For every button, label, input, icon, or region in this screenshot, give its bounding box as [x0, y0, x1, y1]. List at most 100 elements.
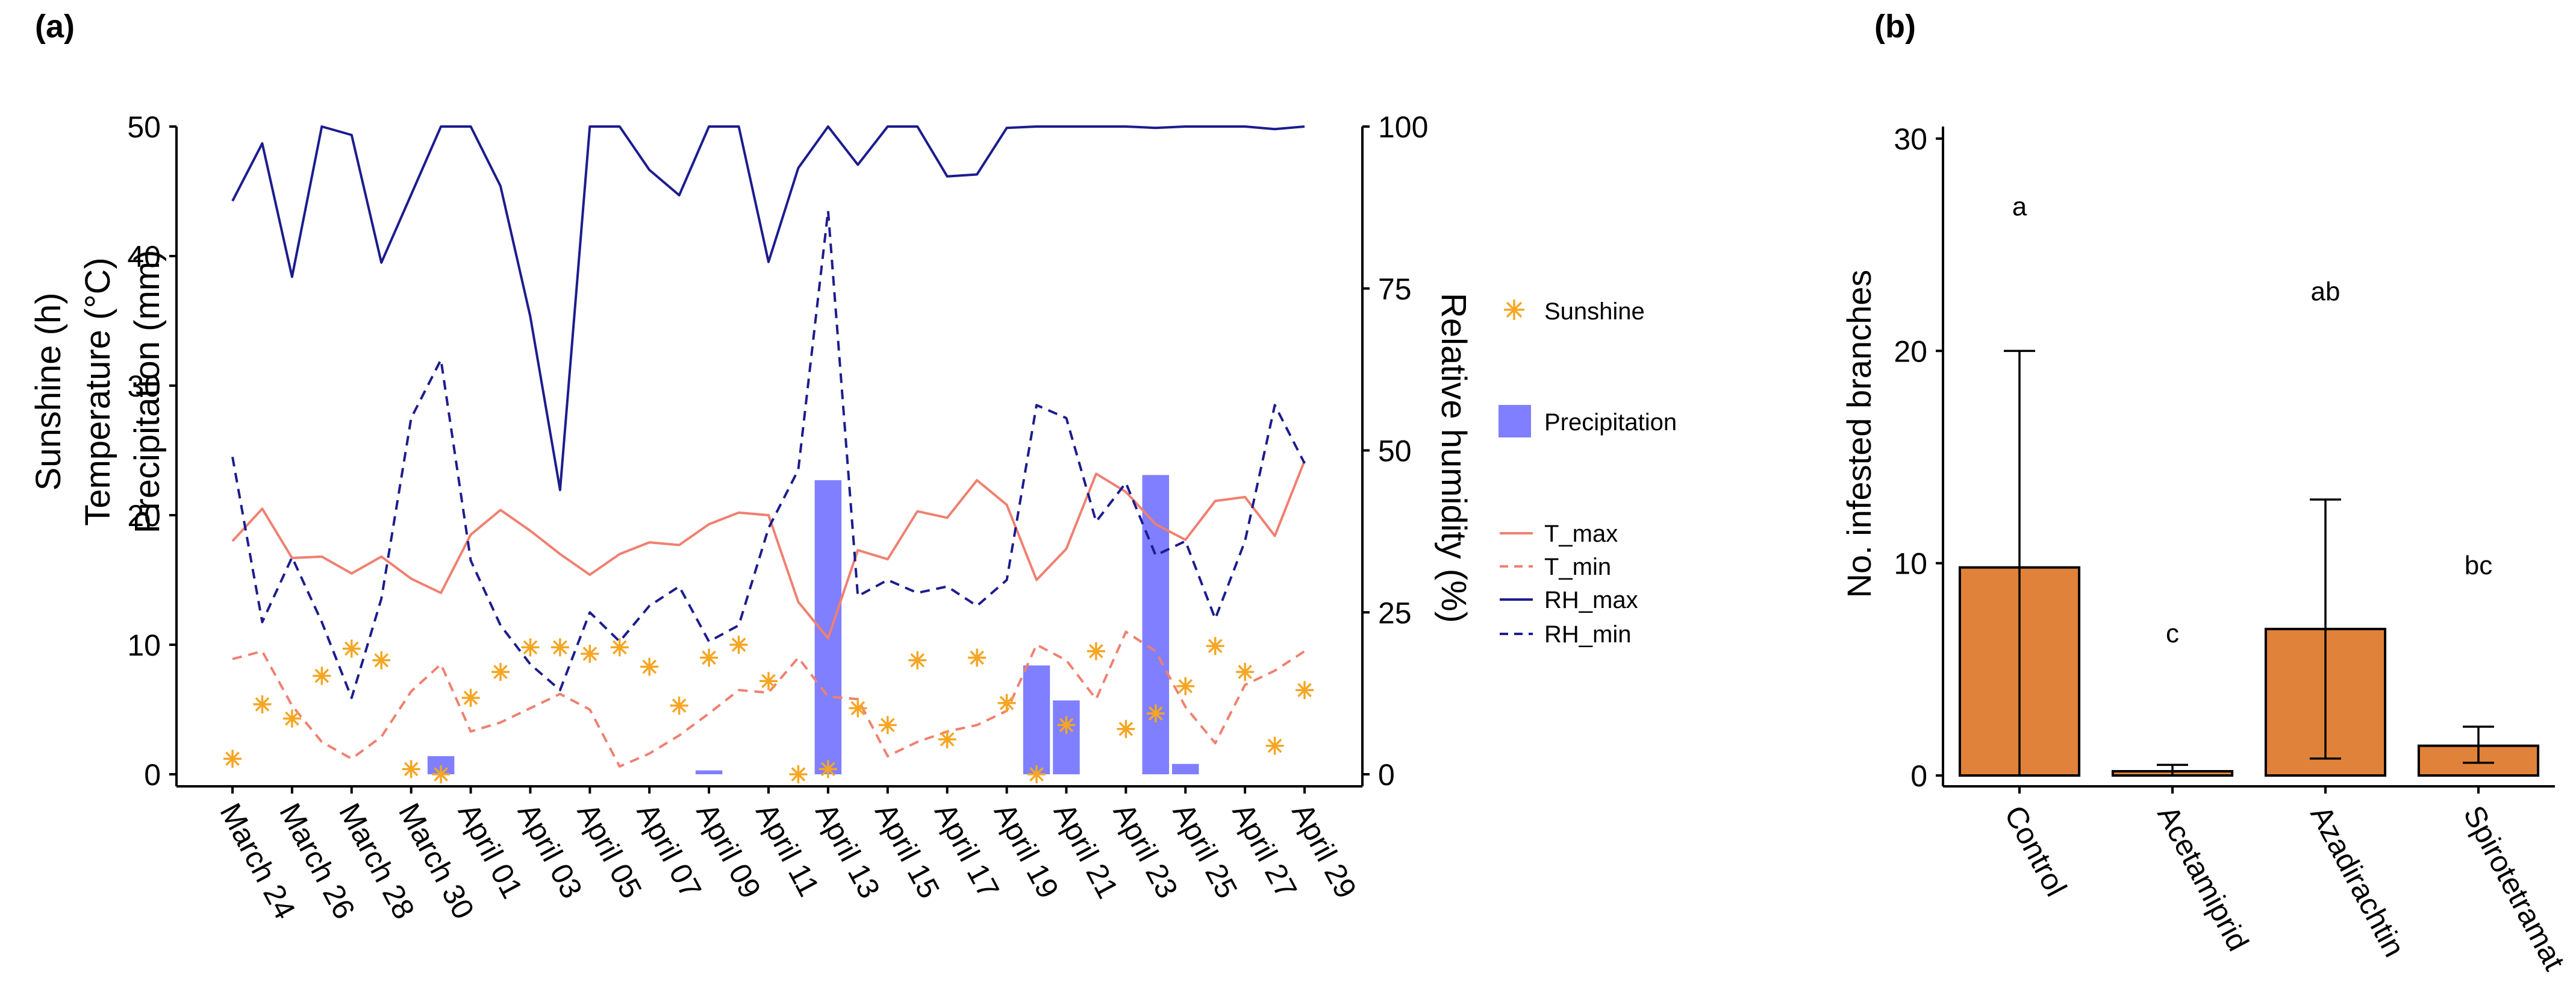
b-y-tick-label: 0: [1910, 759, 1927, 793]
y-label-sunshine: Sunshine (h): [29, 293, 68, 491]
sunshine-point-stroke: [642, 659, 657, 674]
right-tick-label: 100: [1378, 110, 1428, 144]
legend-rh-max: RH_max: [1500, 587, 1638, 613]
sunshine-point-stroke: [1267, 738, 1282, 753]
legend-t-max: T_max: [1500, 521, 1618, 547]
sunshine-point-stroke: [672, 698, 687, 713]
sunshine-point-stroke: [1238, 665, 1252, 679]
sunshine-point: [908, 651, 927, 669]
sunshine-point-stroke: [850, 701, 865, 716]
sunshine-point: [1146, 704, 1165, 722]
sunshine-point-stroke: [285, 711, 299, 726]
sunshine-point: [849, 699, 867, 718]
sunshine-point: [402, 760, 420, 779]
sunshine-point-stroke: [1297, 683, 1312, 698]
legend-sunshine-marker: [1504, 299, 1524, 320]
sunshine-point-stroke: [761, 674, 776, 689]
left-tick-label: 20: [127, 499, 161, 533]
sunshine-point: [1236, 663, 1255, 681]
sunshine-point-stroke: [463, 691, 478, 705]
sunshine-point-stroke: [821, 762, 835, 777]
legend-precipitation-label: Precipitation: [1544, 409, 1677, 436]
rh-max-series-line: [231, 125, 1305, 492]
sunshine-point: [282, 709, 301, 728]
sunshine-point: [253, 695, 272, 713]
sunshine-point: [491, 663, 510, 681]
sunshine-point: [640, 657, 659, 676]
error-bar-spirotetramat: [2463, 725, 2494, 764]
sunshine-point: [581, 645, 599, 663]
sunshine-point: [878, 716, 897, 735]
sunshine-point-stroke: [582, 647, 597, 661]
right-tick-label: 0: [1378, 758, 1395, 792]
sunshine-point-stroke: [702, 650, 716, 665]
sunshine-point-stroke: [255, 697, 270, 712]
sunshine-point: [1087, 642, 1105, 660]
legend-sunshine: Sunshine: [1504, 298, 1645, 325]
sunshine-point-stroke: [1059, 718, 1074, 733]
error-bar-azadirachtin: [2310, 498, 2341, 760]
legend-precipitation: Precipitation: [1499, 405, 1677, 437]
sunshine-point: [1028, 765, 1046, 783]
t-max-series-line: [231, 460, 1306, 640]
significance-letter: a: [2012, 192, 2027, 222]
legend-t-max-label: T_max: [1544, 521, 1618, 547]
sunshine-point-stroke: [344, 641, 359, 656]
sunshine-point: [1265, 736, 1284, 755]
significance-letters: a c ab bc: [2012, 192, 2492, 648]
sunshine-point: [938, 730, 956, 748]
sunshine-point-stroke: [880, 718, 895, 733]
sunshine-point-stroke: [731, 638, 746, 652]
left-tick-label: 0: [144, 758, 161, 792]
sunshine-point: [461, 689, 480, 707]
legend-sunshine-star-stroke: [1506, 301, 1523, 318]
t-min-series-line: [232, 630, 1306, 768]
legend-precipitation-swatch: [1499, 405, 1531, 437]
sunshine-point: [610, 638, 629, 657]
sunshine-point: [1057, 716, 1076, 735]
left-tick-label: 40: [127, 240, 161, 274]
b-y-axis-title: No. infested branches: [1840, 270, 1878, 598]
sunshine-point-stroke: [791, 767, 806, 782]
sunshine-point-stroke: [1089, 644, 1103, 659]
b-y-tick-label: 10: [1894, 547, 1927, 581]
sunshine-point: [313, 666, 331, 685]
sunshine-point-stroke: [493, 665, 508, 679]
sunshine-point: [759, 672, 778, 691]
panel-a-label: (a): [35, 8, 75, 45]
sunshine-point-stroke: [970, 650, 984, 665]
sunshine-point-stroke: [1178, 678, 1193, 694]
sunshine-point: [223, 750, 242, 768]
b-y-tick-label: 30: [1894, 122, 1927, 156]
sunshine-point: [1117, 719, 1135, 738]
sunshine-point-stroke: [553, 640, 567, 655]
legend-rh-min-label: RH_min: [1544, 621, 1631, 648]
right-y-ticks: 0 25 50 75 100: [1362, 110, 1428, 792]
y-label-precipitation: Precipitation (mm): [128, 250, 167, 534]
significance-letter: bc: [2465, 551, 2492, 580]
right-tick-label: 75: [1378, 272, 1412, 306]
sunshine-point: [521, 638, 540, 657]
line-series: [231, 125, 1306, 768]
left-tick-label: 50: [127, 110, 161, 144]
sunshine-point: [432, 765, 451, 783]
sunshine-point: [670, 697, 688, 715]
sunshine-point: [819, 760, 837, 779]
b-y-ticks: 0 10 20 30: [1894, 122, 1943, 793]
legend-sunshine-label: Sunshine: [1544, 298, 1645, 325]
significance-letter: c: [2166, 619, 2179, 648]
sunshine-point-stroke: [434, 767, 448, 782]
precipitation-bar: [1023, 665, 1050, 774]
sunshine-point: [342, 639, 361, 658]
sunshine-point-stroke: [1118, 721, 1134, 736]
sunshine-point-stroke: [314, 668, 329, 683]
b-y-tick-label: 20: [1894, 334, 1927, 368]
sunshine-point-stroke: [1029, 767, 1044, 782]
sunshine-point: [968, 648, 987, 667]
sunshine-point: [1176, 677, 1195, 695]
sunshine-point: [550, 638, 569, 657]
sunshine-point-stroke: [374, 653, 389, 668]
y-label-temperature: Temperature (°C): [78, 257, 117, 525]
left-y-axis-title: Sunshine (h) Temperature (°C) Precipitat…: [29, 250, 167, 534]
left-tick-label: 10: [127, 628, 161, 662]
